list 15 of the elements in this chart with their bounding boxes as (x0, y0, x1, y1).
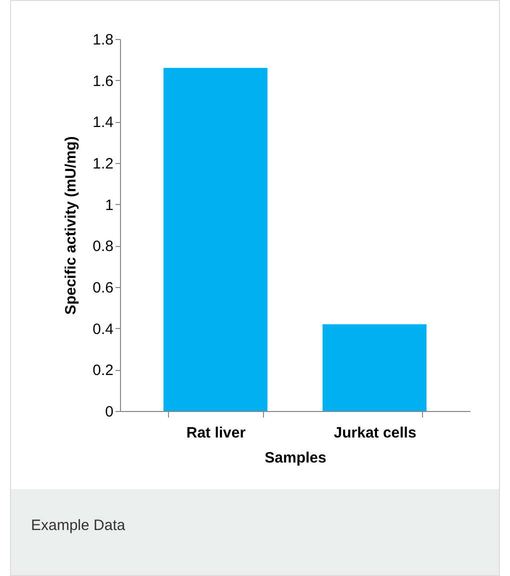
x-tick-label: Rat liver (186, 424, 246, 442)
y-axis-title: Specific activity (mU/mg) (62, 136, 80, 315)
y-tick-label: 0.6 (92, 280, 114, 296)
y-tick-label: 0 (105, 404, 114, 420)
y-tick-label: 1.2 (92, 156, 114, 172)
y-tick-label: 0.8 (92, 238, 114, 256)
x-tick-label: Jurkat cells (334, 424, 416, 442)
y-tick-label: 0.4 (92, 320, 114, 338)
text: Example Data (31, 517, 126, 534)
y-tick-label: 0.2 (92, 362, 114, 380)
x-axis-title: Samples (264, 450, 326, 466)
y-tick-label: 1 (105, 196, 114, 214)
y-tick-label: 1.6 (92, 72, 114, 90)
y-tick-label: 1.8 (92, 32, 114, 48)
y-tick-label: 1.4 (92, 114, 114, 132)
